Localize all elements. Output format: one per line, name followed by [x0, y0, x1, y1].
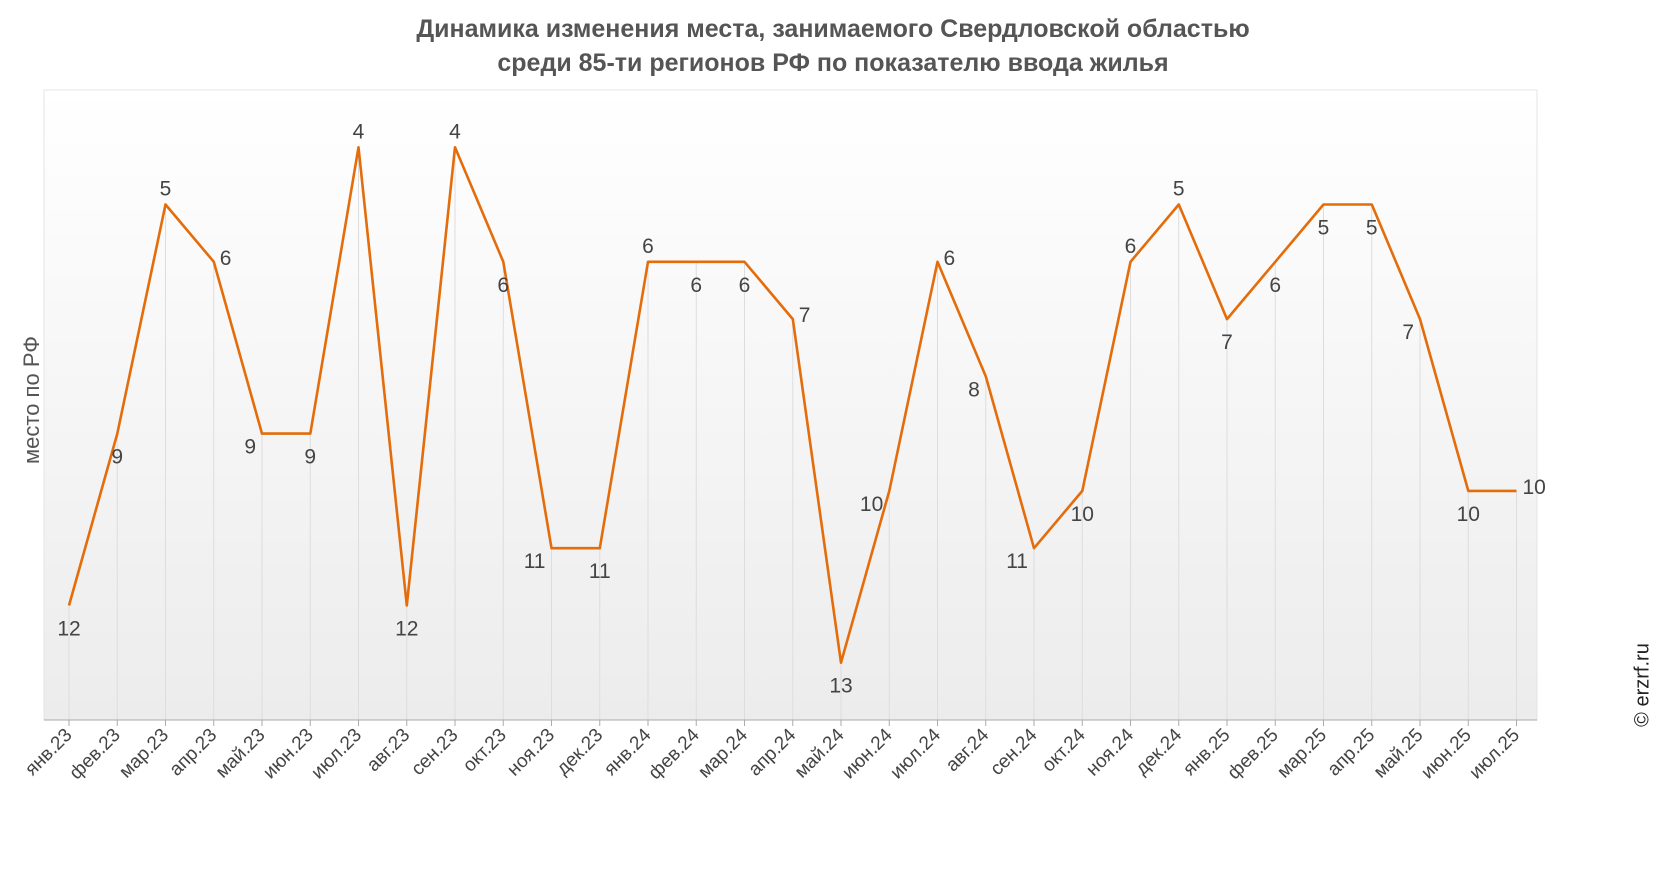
x-tick-label: апр.25 [1324, 725, 1380, 781]
data-label: 4 [449, 120, 461, 143]
data-label: 7 [799, 304, 811, 327]
data-label: 8 [968, 378, 980, 401]
x-tick-label: июн.23 [259, 725, 318, 784]
x-tick-label: дек.23 [553, 725, 608, 780]
x-tick-label: окт.23 [459, 725, 511, 777]
grid-lines [68, 147, 1517, 720]
x-tick-label: июл.25 [1465, 725, 1524, 784]
watermark: © erzrf.ru [1631, 643, 1654, 727]
x-tick-label: сен.23 [407, 725, 462, 780]
x-tick-label: мар.24 [694, 724, 752, 782]
data-label: 9 [304, 446, 316, 469]
data-label: 9 [111, 446, 123, 469]
x-tick-label: мар.25 [1273, 725, 1331, 783]
x-tick-label: апр.24 [745, 724, 801, 780]
x-tick-label: фев.23 [66, 725, 125, 784]
x-tick-label: июн.24 [838, 724, 897, 783]
data-label: 11 [524, 550, 546, 573]
data-label: 12 [395, 617, 418, 640]
data-label: 5 [1173, 178, 1185, 201]
data-labels: 12 9 5 6 9 9 4 12 4 6 11 11 6 6 6 7 13 10 6 8 11 10 6 5 7 6 5 5 7 10 1… [57, 120, 1546, 697]
watermark-container: © erzrf.ru [1625, 600, 1661, 770]
x-tick-label: авг.23 [363, 725, 414, 776]
y-axis-label-container: место по РФ [14, 300, 50, 500]
data-label: 6 [220, 247, 232, 270]
data-label: 6 [739, 274, 751, 297]
x-tick-label: май.24 [791, 724, 849, 782]
data-label: 10 [1457, 503, 1480, 526]
data-label: 6 [642, 235, 654, 258]
data-label: 7 [1402, 321, 1414, 344]
data-label: 9 [244, 436, 256, 459]
x-tick-label: июн.25 [1417, 725, 1476, 784]
x-tick-label: апр.23 [166, 725, 222, 781]
data-label: 6 [1125, 235, 1137, 258]
series-line-layer [67, 146, 1517, 665]
data-label: 10 [860, 493, 883, 516]
x-tick-label: ноя.24 [1082, 724, 1138, 780]
x-axis-tick-labels: янв.23фев.23мар.23апр.23май.23июн.23июл.… [21, 724, 1524, 784]
data-label: 5 [160, 178, 172, 201]
chart-title: Динамика изменения места, занимаемого Св… [0, 12, 1666, 80]
series-line [67, 146, 1517, 665]
data-label: 5 [1318, 217, 1330, 240]
data-label: 12 [57, 617, 80, 640]
chart-title-line2: среди 85-ти регионов РФ по показателю вв… [497, 49, 1169, 77]
x-tick-label: ноя.23 [503, 725, 559, 781]
data-label: 6 [944, 247, 956, 270]
data-label: 5 [1366, 217, 1378, 240]
x-tick-label: мар.23 [115, 725, 173, 783]
data-label: 6 [1269, 274, 1281, 297]
y-axis-label: место по РФ [19, 336, 44, 464]
chart-title-line1: Динамика изменения места, занимаемого Св… [416, 15, 1250, 43]
x-tick-label: авг.24 [942, 724, 994, 776]
data-label: 11 [589, 560, 611, 583]
data-label: 10 [1523, 476, 1546, 499]
data-label: 11 [1006, 550, 1028, 573]
x-tick-label: июл.24 [886, 724, 945, 783]
plot-area [43, 89, 1538, 721]
data-label: 7 [1221, 331, 1233, 354]
x-tick-label: май.23 [212, 725, 270, 783]
x-tick-label: фев.25 [1224, 725, 1283, 784]
data-label: 4 [353, 120, 365, 143]
data-label: 6 [497, 274, 509, 297]
data-label: 13 [829, 675, 852, 698]
x-tick-label: дек.24 [1132, 724, 1187, 779]
data-label: 6 [690, 274, 702, 297]
x-tick-label: окт.24 [1038, 724, 1090, 776]
data-label: 10 [1071, 503, 1094, 526]
x-axis-ticks [68, 720, 1517, 726]
x-tick-label: май.25 [1370, 725, 1428, 783]
x-tick-label: сен.24 [986, 724, 1041, 779]
x-tick-label: фев.24 [645, 724, 704, 783]
x-tick-label: июл.23 [307, 725, 366, 784]
